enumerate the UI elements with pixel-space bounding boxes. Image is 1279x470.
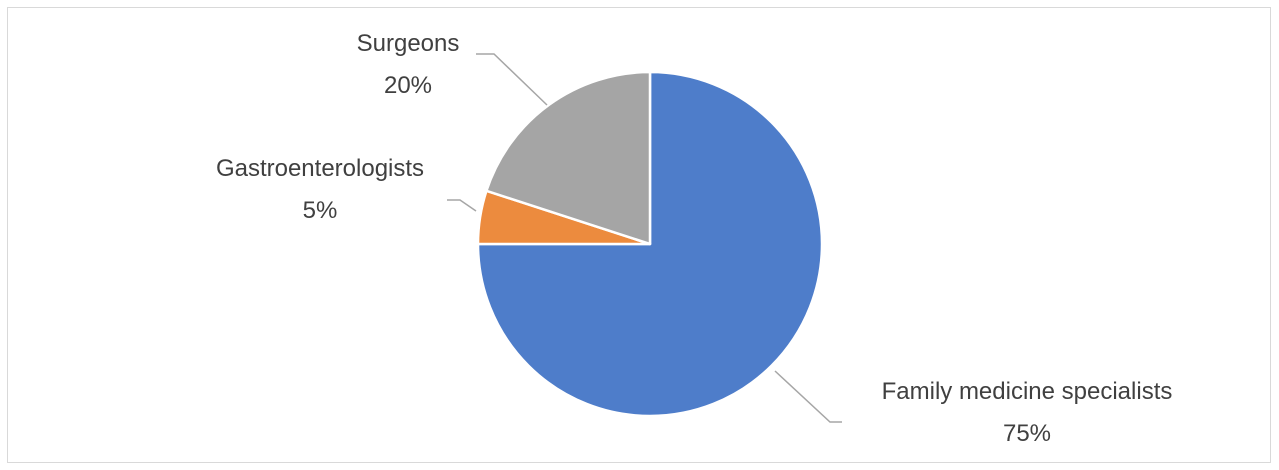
data-label-category-surgeons: Surgeons <box>357 30 460 57</box>
data-label-percent-family-medicine-specialists: 75% <box>1003 420 1051 447</box>
data-label-category-gastroenterologists: Gastroenterologists <box>216 155 424 182</box>
data-label-category-family-medicine-specialists: Family medicine specialists <box>882 378 1173 405</box>
data-label-percent-surgeons: 20% <box>384 72 432 99</box>
data-labels: Family medicine specialists 75% Gastroente… <box>216 30 1172 447</box>
leader-line-family-medicine-specialists <box>774 370 842 423</box>
pie-slice-surgeons <box>485 70 652 246</box>
leader-line-surgeons <box>476 53 548 106</box>
leader-lines <box>447 53 842 423</box>
pie-slices <box>476 70 824 418</box>
data-label-percent-gastroenterologists: 5% <box>303 197 338 224</box>
leader-line-gastroenterologists <box>447 199 477 212</box>
